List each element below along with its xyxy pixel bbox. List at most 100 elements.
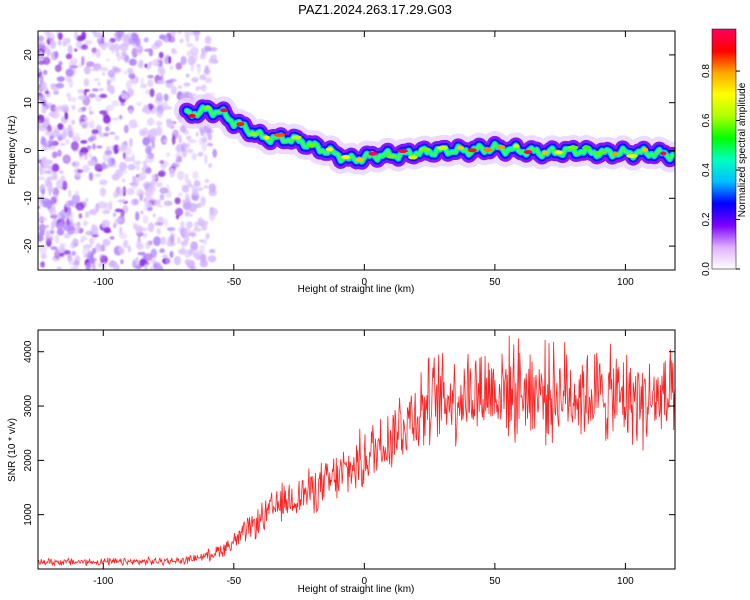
ridge-peak <box>595 150 605 155</box>
noise-blob <box>40 41 46 46</box>
noise-blob <box>196 63 201 68</box>
noise-blob <box>173 255 181 266</box>
noise-blob <box>159 248 165 254</box>
noise-blob <box>116 146 123 150</box>
noise-blob <box>194 221 199 230</box>
noise-blob <box>177 170 185 181</box>
spectrogram-xlabel: Height of straight line (km) <box>298 284 415 295</box>
noise-blob <box>74 190 80 197</box>
ridge-peak <box>397 149 408 153</box>
noise-blob <box>186 135 192 140</box>
noise-blob <box>57 135 63 142</box>
noise-blob <box>142 215 149 224</box>
noise-blob <box>46 124 52 133</box>
noise-blob <box>49 175 58 181</box>
noise-blob <box>163 200 173 206</box>
noise-blob <box>69 65 79 69</box>
x-tick-label: 50 <box>489 277 501 288</box>
noise-blob <box>91 31 97 34</box>
noise-blob <box>99 203 109 207</box>
noise-blob <box>158 170 166 178</box>
noise-blob <box>71 194 81 204</box>
noise-blob <box>88 93 96 98</box>
noise-blob <box>168 55 172 64</box>
noise-blob <box>135 211 140 221</box>
ridge-peak <box>274 132 286 137</box>
noise-blob <box>193 227 202 232</box>
noise-blob <box>139 258 147 267</box>
noise-blob <box>121 178 126 183</box>
noise-blob <box>144 188 151 198</box>
noise-blob <box>69 242 75 249</box>
noise-blob <box>93 78 100 82</box>
noise-blob <box>135 225 144 232</box>
noise-blob <box>80 147 89 153</box>
noise-blob <box>111 99 120 107</box>
noise-blob <box>106 84 113 92</box>
noise-blob <box>204 178 210 183</box>
noise-blob <box>42 69 48 75</box>
colorbar: 0.0 0.2 0.4 0.6 0.8 Normalized spectral ampl… <box>701 28 748 276</box>
snr-panel: -100 -50 0 50 100 1000 2000 3000 4000 Height of … <box>7 329 676 595</box>
y-tick-label: 1000 <box>23 503 34 526</box>
ridge-peak <box>203 105 212 110</box>
noise-blob <box>149 88 155 98</box>
noise-blob <box>44 131 52 136</box>
noise-blob <box>52 187 60 197</box>
noise-blob <box>191 152 197 161</box>
noise-blob <box>144 253 153 262</box>
noise-blob <box>82 247 91 256</box>
noise-blob <box>200 196 206 206</box>
noise-blob <box>207 127 213 132</box>
noise-blob <box>85 262 91 270</box>
noise-blob <box>190 241 199 251</box>
ridge-peak <box>642 147 649 152</box>
noise-blob <box>109 131 116 135</box>
noise-blob <box>99 187 106 197</box>
noise-blob <box>204 45 212 52</box>
noise-blob <box>58 222 64 228</box>
noise-blob <box>134 124 139 128</box>
noise-blob <box>94 173 102 177</box>
ridge-peak <box>523 150 533 154</box>
y-tick-label: 4000 <box>23 340 34 363</box>
noise-blob <box>114 208 123 213</box>
noise-blob <box>87 121 93 128</box>
noise-blob <box>185 142 190 149</box>
noise-blob <box>67 130 75 138</box>
noise-blob <box>137 251 146 256</box>
ridge-peak <box>368 151 378 156</box>
noise-blob <box>55 179 63 189</box>
noise-blob <box>74 48 78 52</box>
noise-blob <box>206 142 214 147</box>
noise-blob <box>194 33 200 42</box>
noise-blob <box>83 40 93 45</box>
noise-blob <box>49 40 57 50</box>
snr-ylabel: SNR (10 * v/v) <box>7 418 18 482</box>
noise-blob <box>79 45 89 50</box>
noise-blob <box>195 131 199 137</box>
noise-blob <box>53 125 57 134</box>
noise-blob <box>136 101 142 107</box>
noise-blob <box>191 53 198 63</box>
noise-blob <box>92 52 97 56</box>
noise-blob <box>96 145 103 149</box>
noise-blob <box>145 167 152 174</box>
noise-blob <box>147 74 154 79</box>
x-tick-label: 0 <box>362 576 368 587</box>
noise-blob <box>61 214 66 225</box>
noise-blob <box>83 78 90 87</box>
noise-blob <box>142 160 147 167</box>
noise-blob <box>47 176 51 186</box>
noise-blob <box>63 233 71 239</box>
noise-blob <box>97 262 102 267</box>
noise-blob <box>86 145 92 150</box>
ridge-peak <box>660 151 667 156</box>
noise-blob <box>117 33 121 39</box>
noise-blob <box>57 32 63 41</box>
noise-blob <box>77 169 84 174</box>
noise-blob <box>42 56 51 65</box>
noise-blob <box>160 236 167 245</box>
noise-blob <box>177 31 182 34</box>
